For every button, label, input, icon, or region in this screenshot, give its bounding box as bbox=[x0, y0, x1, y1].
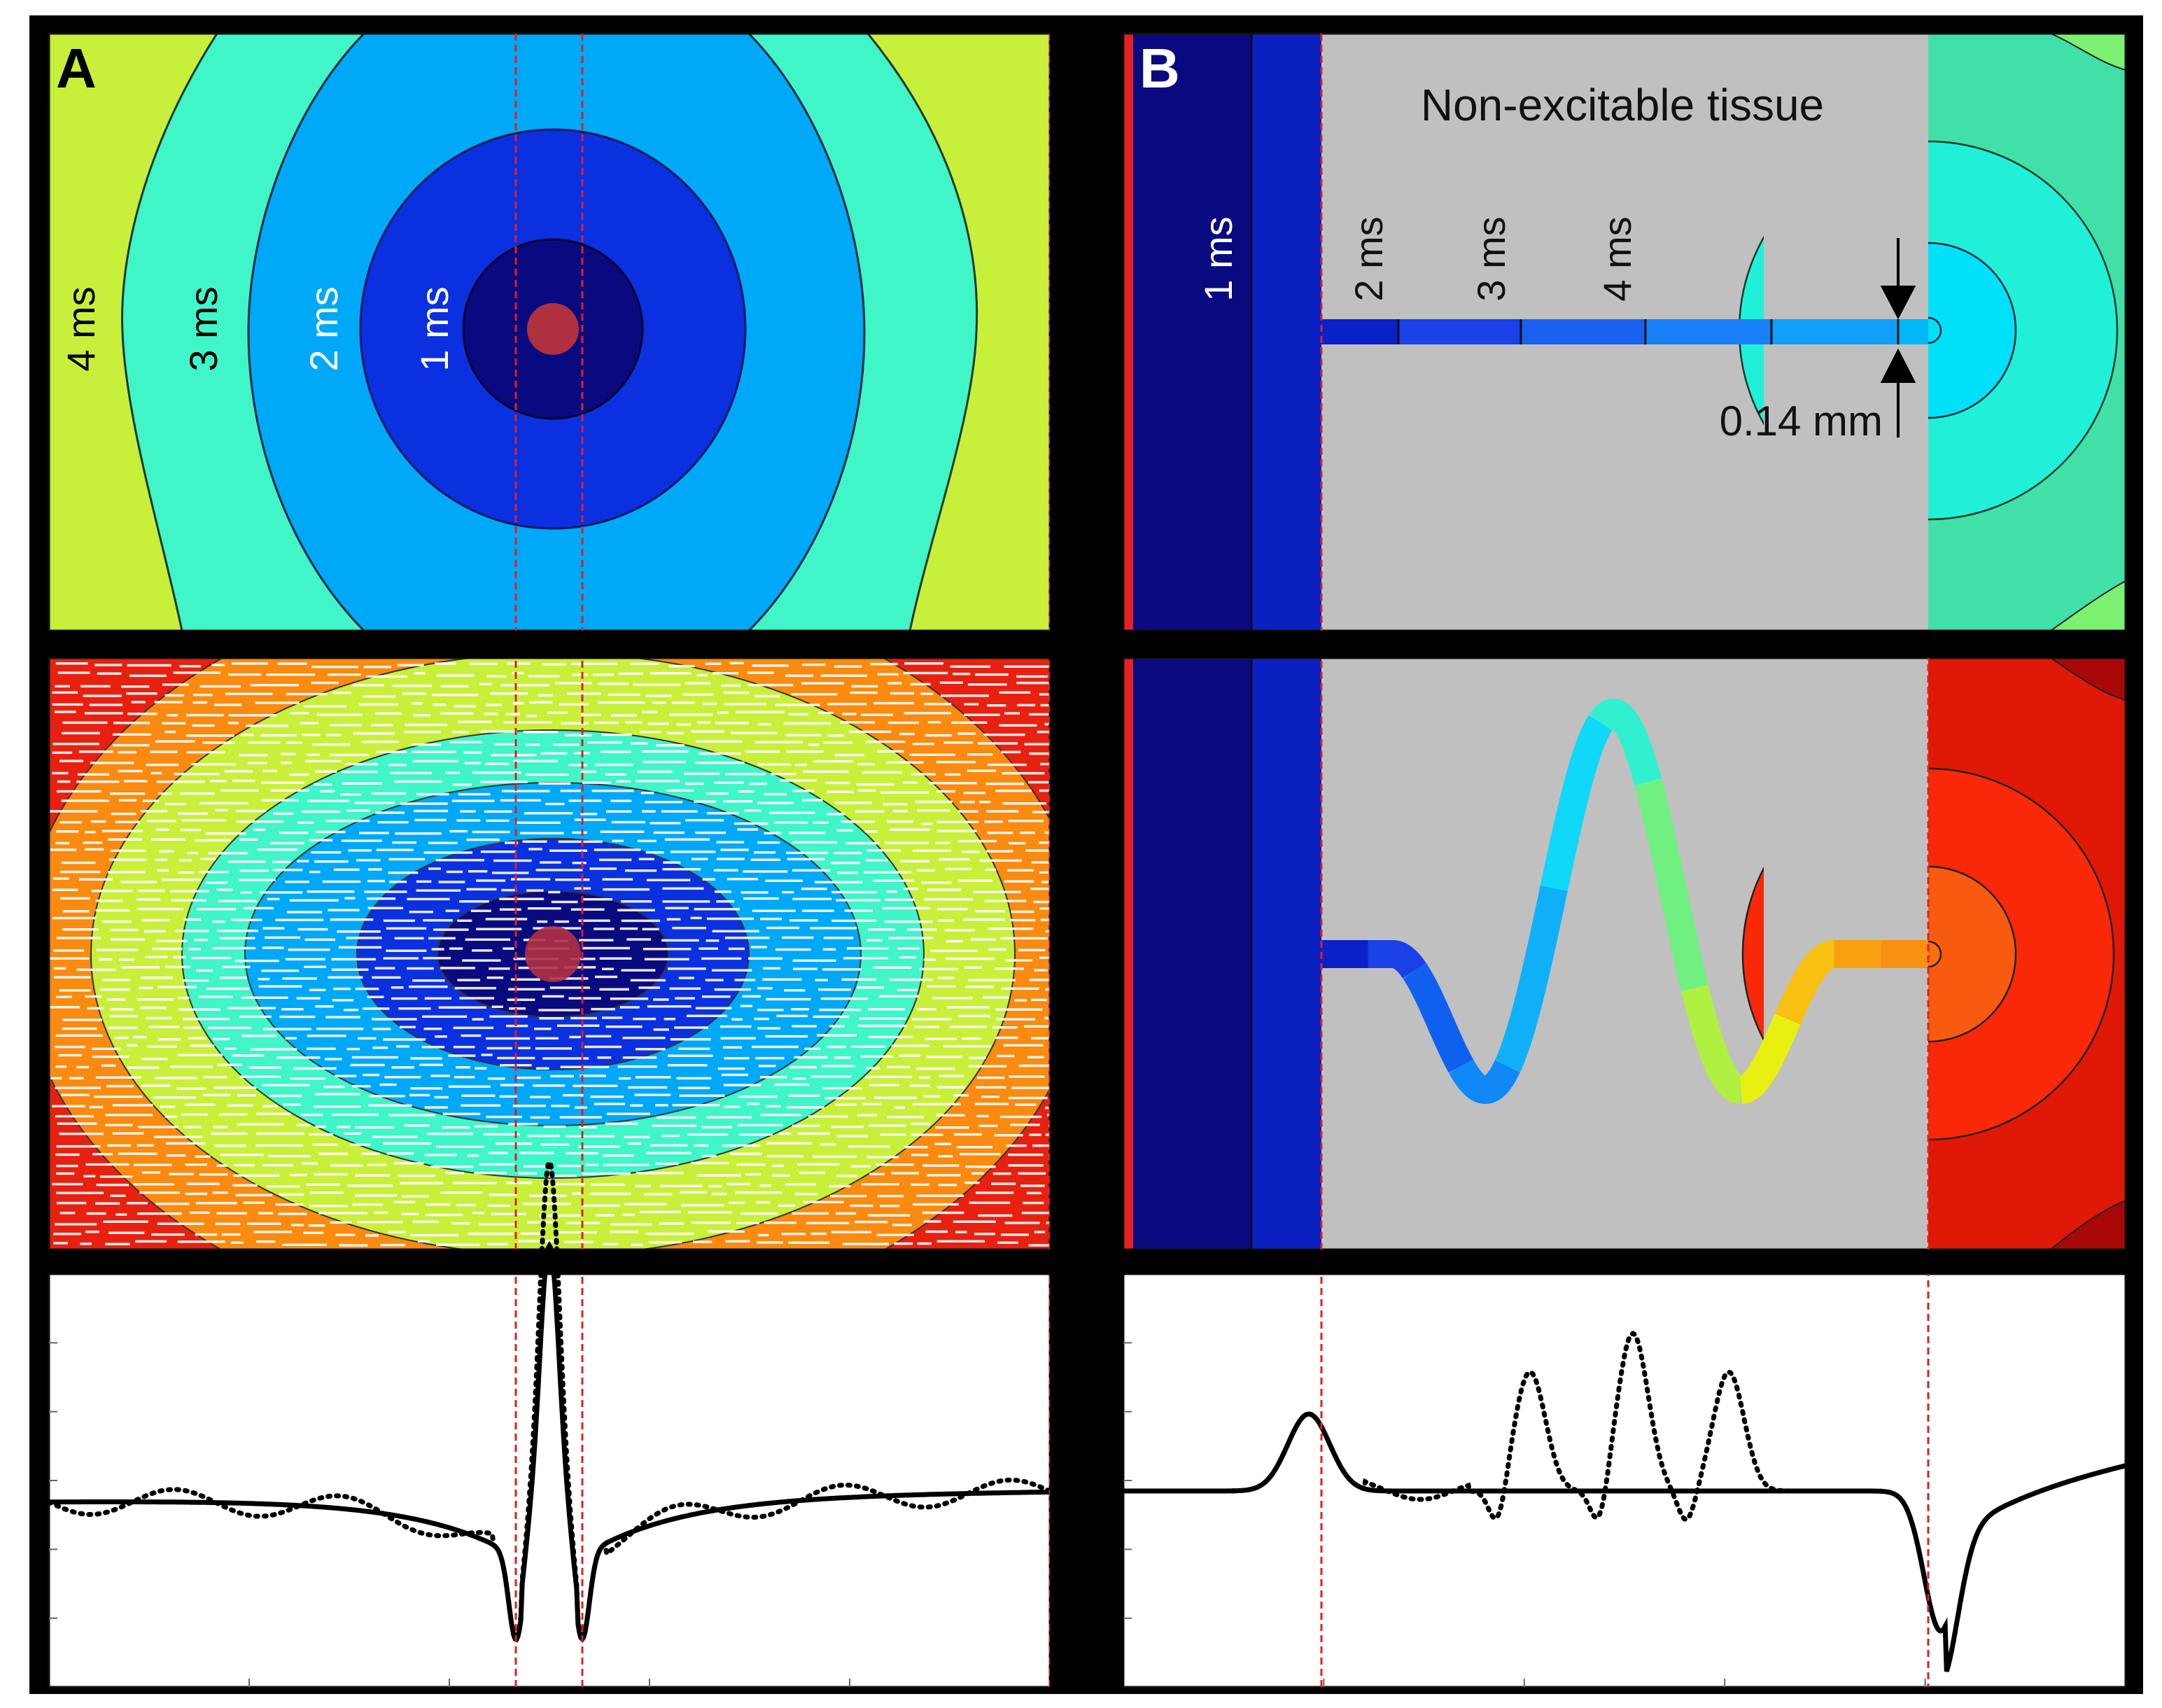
b-isochrone-label-4ms: 4 ms bbox=[1595, 216, 1639, 301]
wavy-isthmus-segment bbox=[1494, 885, 1568, 1072]
electrogram-straight-trace bbox=[1123, 1411, 2126, 1672]
wavy-isthmus-segment bbox=[1774, 940, 1835, 1025]
panel-b-electrogram-plot bbox=[1121, 1273, 2128, 1688]
wavy-isthmus-segment bbox=[1403, 962, 1474, 1073]
b-excitable-strip-dark bbox=[1123, 34, 1251, 631]
fibrosis-pattern bbox=[49, 662, 1050, 1247]
stimulus-site-marker bbox=[527, 303, 579, 355]
isthmus-segment-end bbox=[1898, 319, 1928, 344]
non-excitable-title: Non-excitable tissue bbox=[1421, 80, 1824, 130]
panel-b-label: B bbox=[1139, 37, 1180, 99]
wavy-isthmus-segment bbox=[1540, 715, 1613, 892]
wavy-isthmus-segment bbox=[1589, 699, 1662, 786]
wavy-isthmus-segment bbox=[1634, 778, 1708, 991]
electrogram-regular-trace bbox=[49, 1240, 1051, 1644]
panel-b-wavy-isthmus-map bbox=[1123, 658, 2126, 1250]
b2-stimulus-edge bbox=[1123, 658, 1133, 1250]
wavy-isthmus-segment bbox=[1739, 1013, 1801, 1105]
fibrotic-stimulus-marker bbox=[525, 926, 581, 982]
isochrone-label-4ms: 4 ms bbox=[59, 286, 103, 371]
fibrosis-strands bbox=[49, 662, 1050, 1247]
panel-a-electrogram-plot bbox=[46, 1156, 1053, 1688]
isochrone-label-2ms: 2 ms bbox=[302, 286, 346, 371]
panel-a-isochrone-map bbox=[49, 34, 1050, 631]
isochrone-label-3ms: 3 ms bbox=[181, 286, 225, 371]
isthmus-segment-5ms bbox=[1645, 319, 1771, 344]
panel-b-isochrone-map bbox=[1123, 34, 2126, 631]
b-stimulus-edge bbox=[1123, 34, 1133, 631]
panel-a-fibrotic-map bbox=[49, 658, 1050, 1250]
isthmus-segment-6ms bbox=[1771, 319, 1898, 344]
b2-excitable-strip-blue bbox=[1251, 658, 1321, 1250]
wavy-isthmus-segment bbox=[1680, 984, 1743, 1105]
b-isochrone-label-1ms: 1 ms bbox=[1196, 216, 1240, 301]
b-isochrone-label-3ms: 3 ms bbox=[1469, 216, 1513, 301]
wavy-isthmus bbox=[1321, 699, 1928, 1105]
isthmus-segment-4ms bbox=[1521, 319, 1645, 344]
isthmus-width-label: 0.14 mm bbox=[1720, 398, 1883, 444]
b2-excitable-strip-dark bbox=[1123, 658, 1251, 1250]
wavy-isthmus-segment bbox=[1449, 1059, 1520, 1105]
b-isochrone-label-2ms: 2 ms bbox=[1347, 216, 1391, 301]
isthmus-segment-3ms bbox=[1398, 319, 1521, 344]
panel-a-label: A bbox=[56, 37, 97, 99]
isthmus-width-arrows bbox=[1880, 238, 1916, 438]
isochrone-label-1ms: 1 ms bbox=[412, 286, 456, 371]
wavy-isthmus-segment bbox=[1368, 940, 1426, 979]
b-excitable-strip-blue bbox=[1251, 34, 1321, 631]
isthmus-segment-2ms bbox=[1321, 319, 1398, 344]
